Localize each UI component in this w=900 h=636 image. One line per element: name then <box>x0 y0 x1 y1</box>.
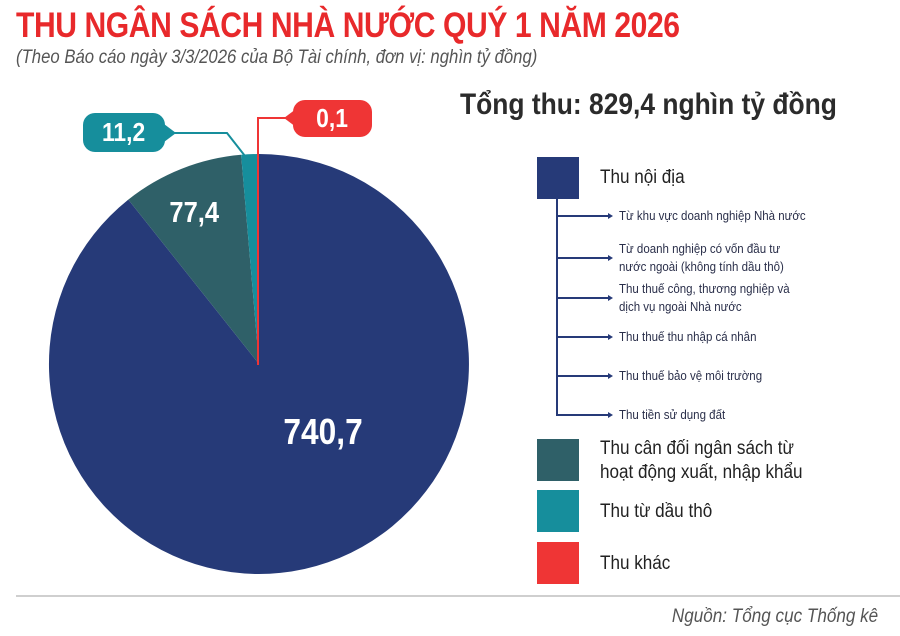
legend-swatch-xuat-nhap-khau <box>537 439 579 481</box>
callout-pointer-dau-tho <box>164 124 176 142</box>
legend-label-thu-noi-dia: Thu nội địa <box>600 167 685 188</box>
legend-sub-item-line: Thu thuế công, thương nghiệp và <box>619 282 790 296</box>
legend-sub-item: Thu thuế thu nhập cá nhân <box>619 330 757 344</box>
slice-label-xuat-nhap-khau: 77,4 <box>169 197 220 229</box>
legend-tree-branches <box>557 213 613 418</box>
callout-thu-khac: 0,1 <box>293 100 372 137</box>
legend-label-line: Thu cân đối ngân sách từ <box>600 438 794 459</box>
footer-divider <box>16 595 900 597</box>
chart-subtitle: (Theo Báo cáo ngày 3/3/2026 của Bộ Tài c… <box>16 47 538 68</box>
slice-xuat-nhap-khau <box>128 154 259 364</box>
slice-dau-tho <box>241 154 259 364</box>
legend-sub-item-line: dịch vụ ngoài Nhà nước <box>619 300 742 314</box>
callout-leader-dau-tho <box>167 132 246 157</box>
legend-swatch-dau-tho <box>537 490 579 532</box>
legend-label-xuat-nhap-khau: Thu cân đối ngân sách từ hoạt động xuất,… <box>600 437 803 485</box>
callout-dau-tho-value: 11,2 <box>102 117 146 147</box>
legend-label-thu-khac: Thu khác <box>600 553 671 574</box>
legend-sub-item-line: nước ngoài (không tính dầu thô) <box>619 260 784 274</box>
legend-sub-item: Thu thuế công, thương nghiệp và dịch vụ … <box>619 280 790 316</box>
source-note: Nguồn: Tổng cục Thống kê <box>671 606 878 627</box>
legend-sub-item-line: Từ doanh nghiệp có vốn đầu tư <box>619 242 781 256</box>
callout-leader-thu-khac <box>257 117 290 365</box>
legend-label-dau-tho: Thu từ dầu thô <box>600 501 713 522</box>
legend-label-line: hoạt động xuất, nhập khẩu <box>600 462 803 483</box>
legend-sub-item: Từ khu vực doanh nghiệp Nhà nước <box>619 209 806 223</box>
callout-thu-khac-value: 0,1 <box>316 103 349 133</box>
chart-title: THU NGÂN SÁCH NHÀ NƯỚC QUÝ 1 NĂM 2026 <box>16 6 680 45</box>
callout-dau-tho: 11,2 <box>83 113 165 152</box>
legend-sub-item: Từ doanh nghiệp có vốn đầu tư nước ngoài… <box>619 240 784 276</box>
legend-sub-item: Thu tiền sử dụng đất <box>619 408 726 422</box>
legend-swatch-thu-khac <box>537 542 579 584</box>
legend-sub-item: Thu thuế bảo vệ môi trường <box>619 369 763 383</box>
legend-swatch-thu-noi-dia <box>537 157 579 199</box>
slice-label-thu-noi-dia: 740,7 <box>283 411 363 452</box>
total-revenue: Tổng thu: 829,4 nghìn tỷ đồng <box>460 88 837 121</box>
